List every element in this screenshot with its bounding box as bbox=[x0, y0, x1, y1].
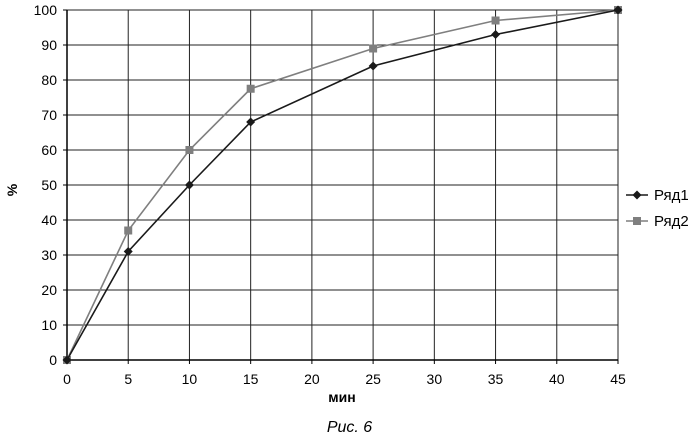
data-point bbox=[185, 146, 193, 154]
legend-item: Ряд2 bbox=[626, 213, 689, 230]
x-tick-label: 35 bbox=[488, 371, 504, 387]
axes bbox=[63, 10, 618, 364]
y-tick-label: 30 bbox=[41, 247, 57, 263]
x-tick-labels: 0 5 10 15 20 25 30 35 40 45 bbox=[63, 371, 626, 387]
legend-marker bbox=[633, 217, 641, 225]
x-tick-label: 25 bbox=[365, 371, 381, 387]
grid-lines bbox=[67, 10, 618, 360]
y-axis-title: % bbox=[4, 183, 20, 196]
data-point bbox=[492, 17, 500, 25]
data-point bbox=[247, 85, 255, 93]
y-tick-label: 80 bbox=[41, 72, 57, 88]
y-tick-label: 50 bbox=[41, 177, 57, 193]
data-point bbox=[124, 227, 132, 235]
x-tick-label: 10 bbox=[182, 371, 198, 387]
y-tick-label: 70 bbox=[41, 107, 57, 123]
x-tick-label: 40 bbox=[549, 371, 565, 387]
data-point bbox=[369, 62, 378, 71]
x-tick-label: 15 bbox=[243, 371, 259, 387]
x-tick-label: 30 bbox=[427, 371, 443, 387]
x-axis-title: мин bbox=[328, 389, 355, 405]
legend-label: Ряд1 bbox=[654, 187, 689, 204]
y-tick-label: 20 bbox=[41, 282, 57, 298]
data-point bbox=[369, 45, 377, 53]
legend-item: Ряд1 bbox=[626, 187, 689, 204]
x-tick-label: 45 bbox=[610, 371, 626, 387]
y-tick-label: 90 bbox=[41, 37, 57, 53]
legend-label: Ряд2 bbox=[654, 213, 689, 230]
y-tick-label: 100 bbox=[34, 2, 58, 18]
y-tick-label: 10 bbox=[41, 317, 57, 333]
y-tick-label: 40 bbox=[41, 212, 57, 228]
x-tick-label: 0 bbox=[63, 371, 71, 387]
legend: Ряд1 Ряд2 bbox=[626, 187, 689, 230]
legend-marker bbox=[633, 191, 642, 200]
y-tick-label: 60 bbox=[41, 142, 57, 158]
x-tick-label: 5 bbox=[124, 371, 132, 387]
y-tick-label: 0 bbox=[49, 352, 57, 368]
x-tick-label: 20 bbox=[304, 371, 320, 387]
y-tick-labels: 0 10 20 30 40 50 60 70 80 90 100 bbox=[34, 2, 58, 368]
figure-caption: Рис. 6 bbox=[0, 419, 699, 437]
data-point bbox=[491, 30, 500, 39]
